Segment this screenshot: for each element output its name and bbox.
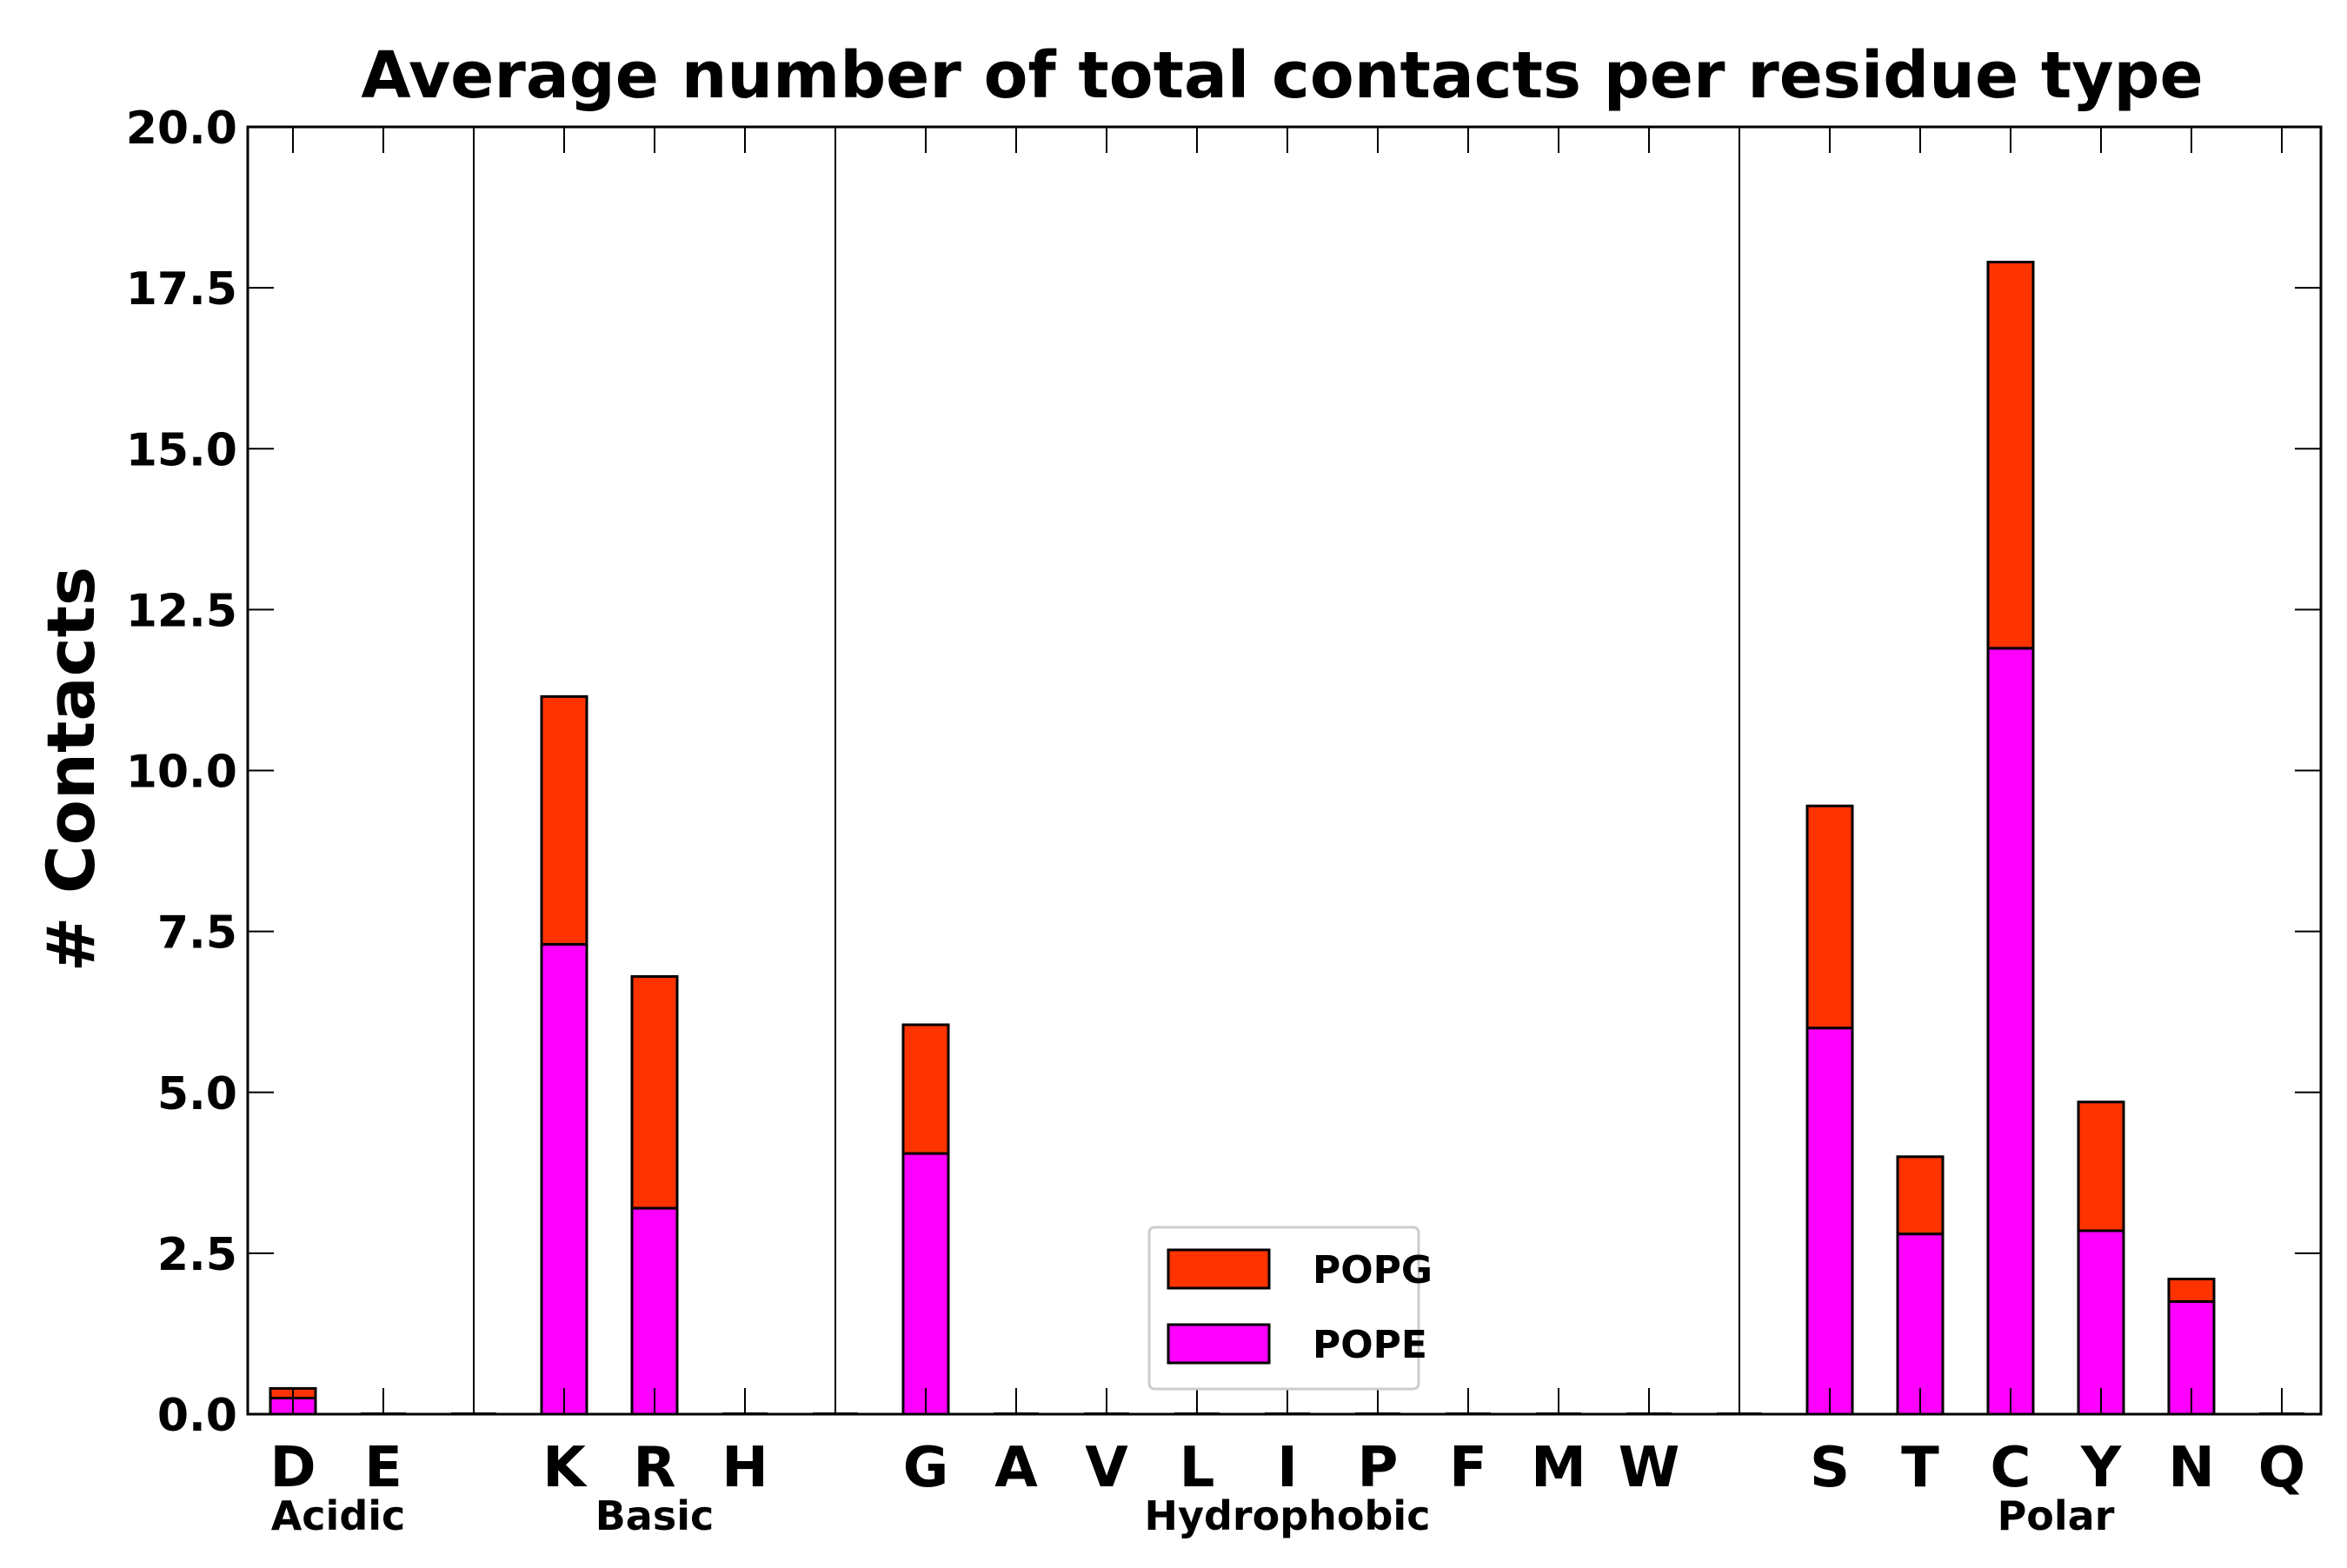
legend-swatch-popg [1167,1248,1271,1290]
bar-T-popg [1896,1155,1945,1236]
x-tick-label-P: P [1358,1436,1399,1500]
group-label-polar: Polar [1998,1492,2115,1539]
group-label-basic: Basic [595,1492,715,1539]
bar-G-pope [901,1152,950,1416]
group-label-acidic: Acidic [271,1492,406,1539]
bar-C-pope [1986,647,2035,1416]
bar-R-pope [630,1206,679,1416]
x-tick-label-Y: Y [2080,1436,2122,1500]
x-tick-label-I: I [1277,1436,1298,1500]
legend-swatch-pope [1167,1323,1271,1365]
bar-S-pope [1805,1027,1854,1416]
legend: POPG POPE [1147,1226,1433,1391]
x-tick-label-F: F [1449,1436,1487,1500]
y-tick-label: 7.5 [157,907,237,960]
y-tick-label: 15.0 [126,424,237,476]
y-tick-label: 10.0 [126,747,237,799]
x-tick-label-V: V [1085,1436,1128,1500]
x-tick-label-C: C [1991,1436,2031,1500]
x-tick-label-D: D [269,1436,316,1500]
x-tick-label-T: T [1901,1436,1939,1500]
bar-N-popg [2167,1277,2216,1303]
y-tick-label: 5.0 [157,1068,237,1120]
ticks-layer [248,126,2321,1415]
group-label-hydrophobic: Hydrophobic [1145,1492,1431,1539]
y-tick-label: 20.0 [126,103,237,155]
x-tick-label-L: L [1180,1436,1215,1500]
y-tick-label: 0.0 [157,1390,237,1442]
y-tick-label: 12.5 [126,585,237,637]
bar-Y-popg [2077,1100,2125,1232]
bars-layer [269,261,2304,1416]
y-tick-label: 17.5 [126,263,237,316]
legend-label-pope: POPE [1313,1323,1427,1367]
bar-R-popg [630,974,679,1210]
bar-K-pope [540,942,588,1416]
labels-layer: 0.0 2.5 5.0 7.5 10.0 12.5 15.0 17.5 20.0 D E K R H G A V… [126,103,2306,1539]
x-tick-label-E: E [364,1436,402,1500]
bar-S-popg [1805,804,1854,1030]
x-tick-label-Q: Q [2258,1436,2305,1500]
bar-G-popg [901,1023,950,1155]
bar-K-popg [540,694,588,946]
x-tick-label-H: H [721,1436,768,1500]
x-tick-label-S: S [1810,1436,1850,1500]
y-axis-label: # Contacts [32,567,110,972]
bar-T-pope [1896,1232,1945,1416]
x-tick-label-R: R [633,1436,675,1500]
legend-label-popg: POPG [1313,1248,1433,1292]
x-tick-label-M: M [1531,1436,1586,1500]
x-tick-label-A: A [994,1436,1038,1500]
x-tick-label-K: K [542,1436,588,1500]
x-tick-label-N: N [2168,1436,2215,1500]
x-tick-label-W: W [1619,1436,1680,1500]
x-tick-label-G: G [903,1436,949,1500]
y-tick-label: 2.5 [157,1229,237,1281]
chart-title: Average number of total contacts per res… [361,38,2203,113]
bar-C-popg [1986,261,2035,650]
bar-Y-pope [2077,1229,2125,1416]
